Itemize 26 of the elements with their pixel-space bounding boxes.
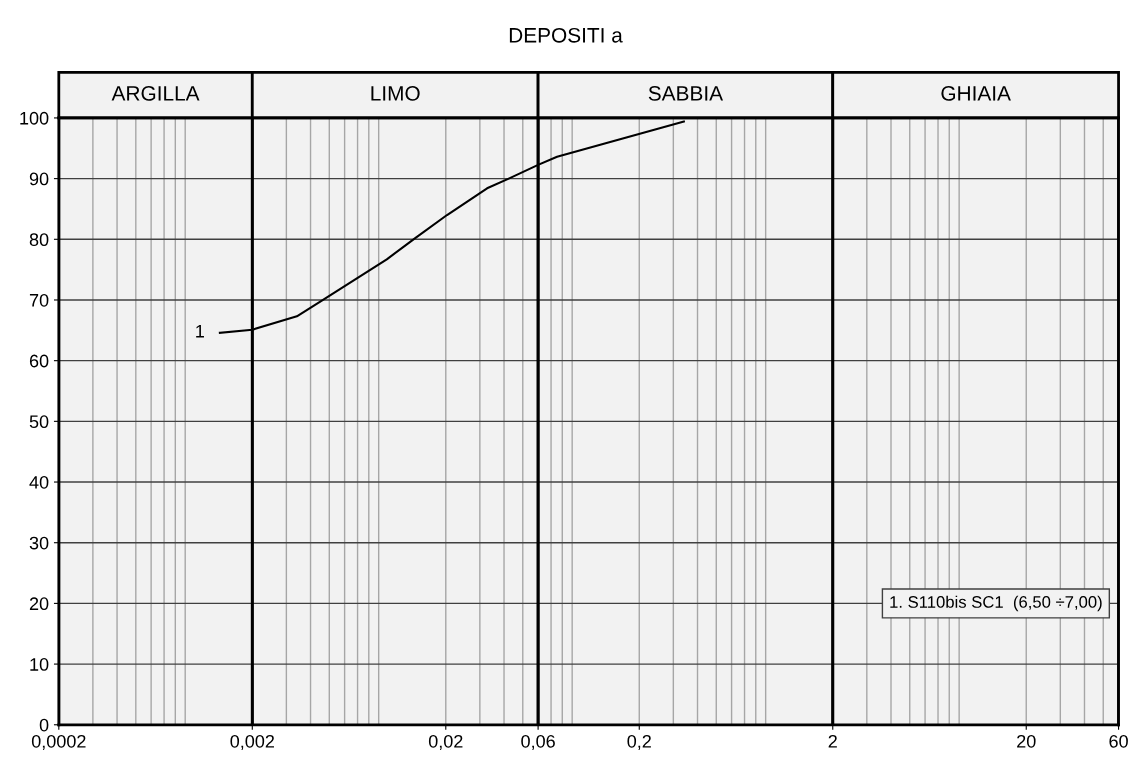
band-label: ARGILLA (111, 86, 200, 101)
x-tick-label: 20 (1017, 734, 1036, 748)
band-label: LIMO (371, 86, 420, 101)
y-tick-label: 70 (29, 293, 49, 307)
x-tick-label: 2 (828, 734, 837, 748)
y-tick-label: 80 (29, 233, 49, 247)
y-tick-label: 20 (29, 597, 49, 611)
y-tick-label: 10 (30, 658, 49, 671)
y-tick-label: 60 (29, 354, 49, 368)
y-tick-label: 30 (29, 536, 49, 550)
series-label: 1 (196, 325, 204, 338)
y-tick-label: 90 (29, 172, 49, 186)
y-tick-label: 40 (29, 475, 49, 489)
x-tick-label: 0,0002 (31, 734, 86, 750)
x-tick-label: 0,2 (627, 734, 651, 750)
annotation: 1. S110bis SC1 (6,50 ÷7,00) (890, 595, 1102, 612)
x-tick-label: 0,002 (230, 734, 274, 750)
y-tick-label: 0 (39, 718, 49, 732)
band-label: GHIAIA (941, 86, 1011, 101)
chart-title: DEPOSITI a (509, 27, 623, 43)
band-label: SABBIA (648, 86, 724, 101)
x-tick-label: 60 (1109, 734, 1128, 748)
x-tick-label: 0,06 (521, 734, 555, 750)
x-tick-label: 0,02 (428, 734, 463, 750)
y-tick-label: 50 (29, 415, 49, 429)
y-tick-label: 100 (20, 111, 49, 125)
